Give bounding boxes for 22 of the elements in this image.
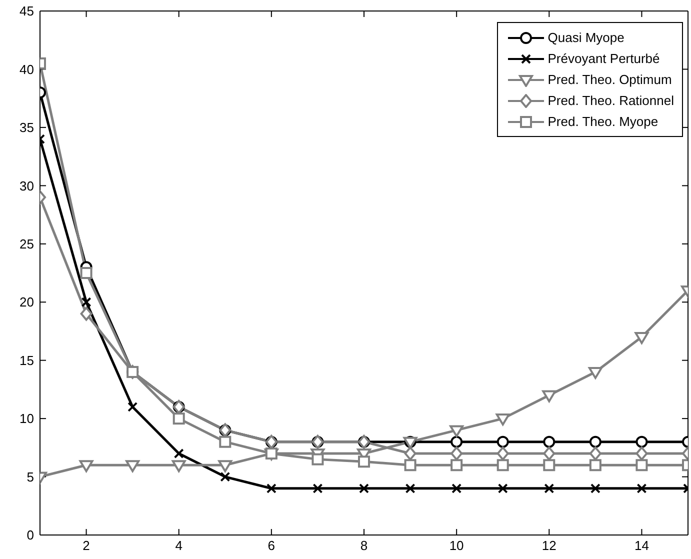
- y-tick-label: 20: [20, 294, 34, 310]
- legend-label: Quasi Myope: [548, 30, 624, 45]
- y-tick-label: 40: [20, 62, 34, 77]
- x-tick-label: 10: [449, 538, 464, 554]
- legend-label: Pred. Theo. Rationnel: [548, 93, 674, 108]
- x-tick-label: 4: [175, 538, 182, 554]
- y-tick-label: 10: [20, 411, 34, 426]
- y-tick-label: 35: [20, 120, 34, 136]
- x-tick-label: 14: [634, 538, 649, 554]
- y-tick-label: 15: [20, 352, 34, 368]
- legend-label: Pred. Theo. Optimum: [548, 72, 672, 87]
- y-tick-label: 0: [26, 528, 34, 543]
- y-tick-label: 25: [20, 236, 34, 252]
- x-tick-label: 12: [542, 538, 556, 554]
- legend-label: Pred. Theo. Myope: [548, 114, 658, 129]
- y-tick-label: 5: [26, 469, 34, 484]
- legend-label: Prévoyant Perturbé: [548, 51, 660, 66]
- x-tick-label: 8: [360, 538, 368, 554]
- x-tick-label: 2: [82, 538, 90, 554]
- x-tick-label: 6: [268, 538, 276, 554]
- y-tick-label: 45: [20, 4, 34, 19]
- y-tick-label: 30: [20, 178, 34, 194]
